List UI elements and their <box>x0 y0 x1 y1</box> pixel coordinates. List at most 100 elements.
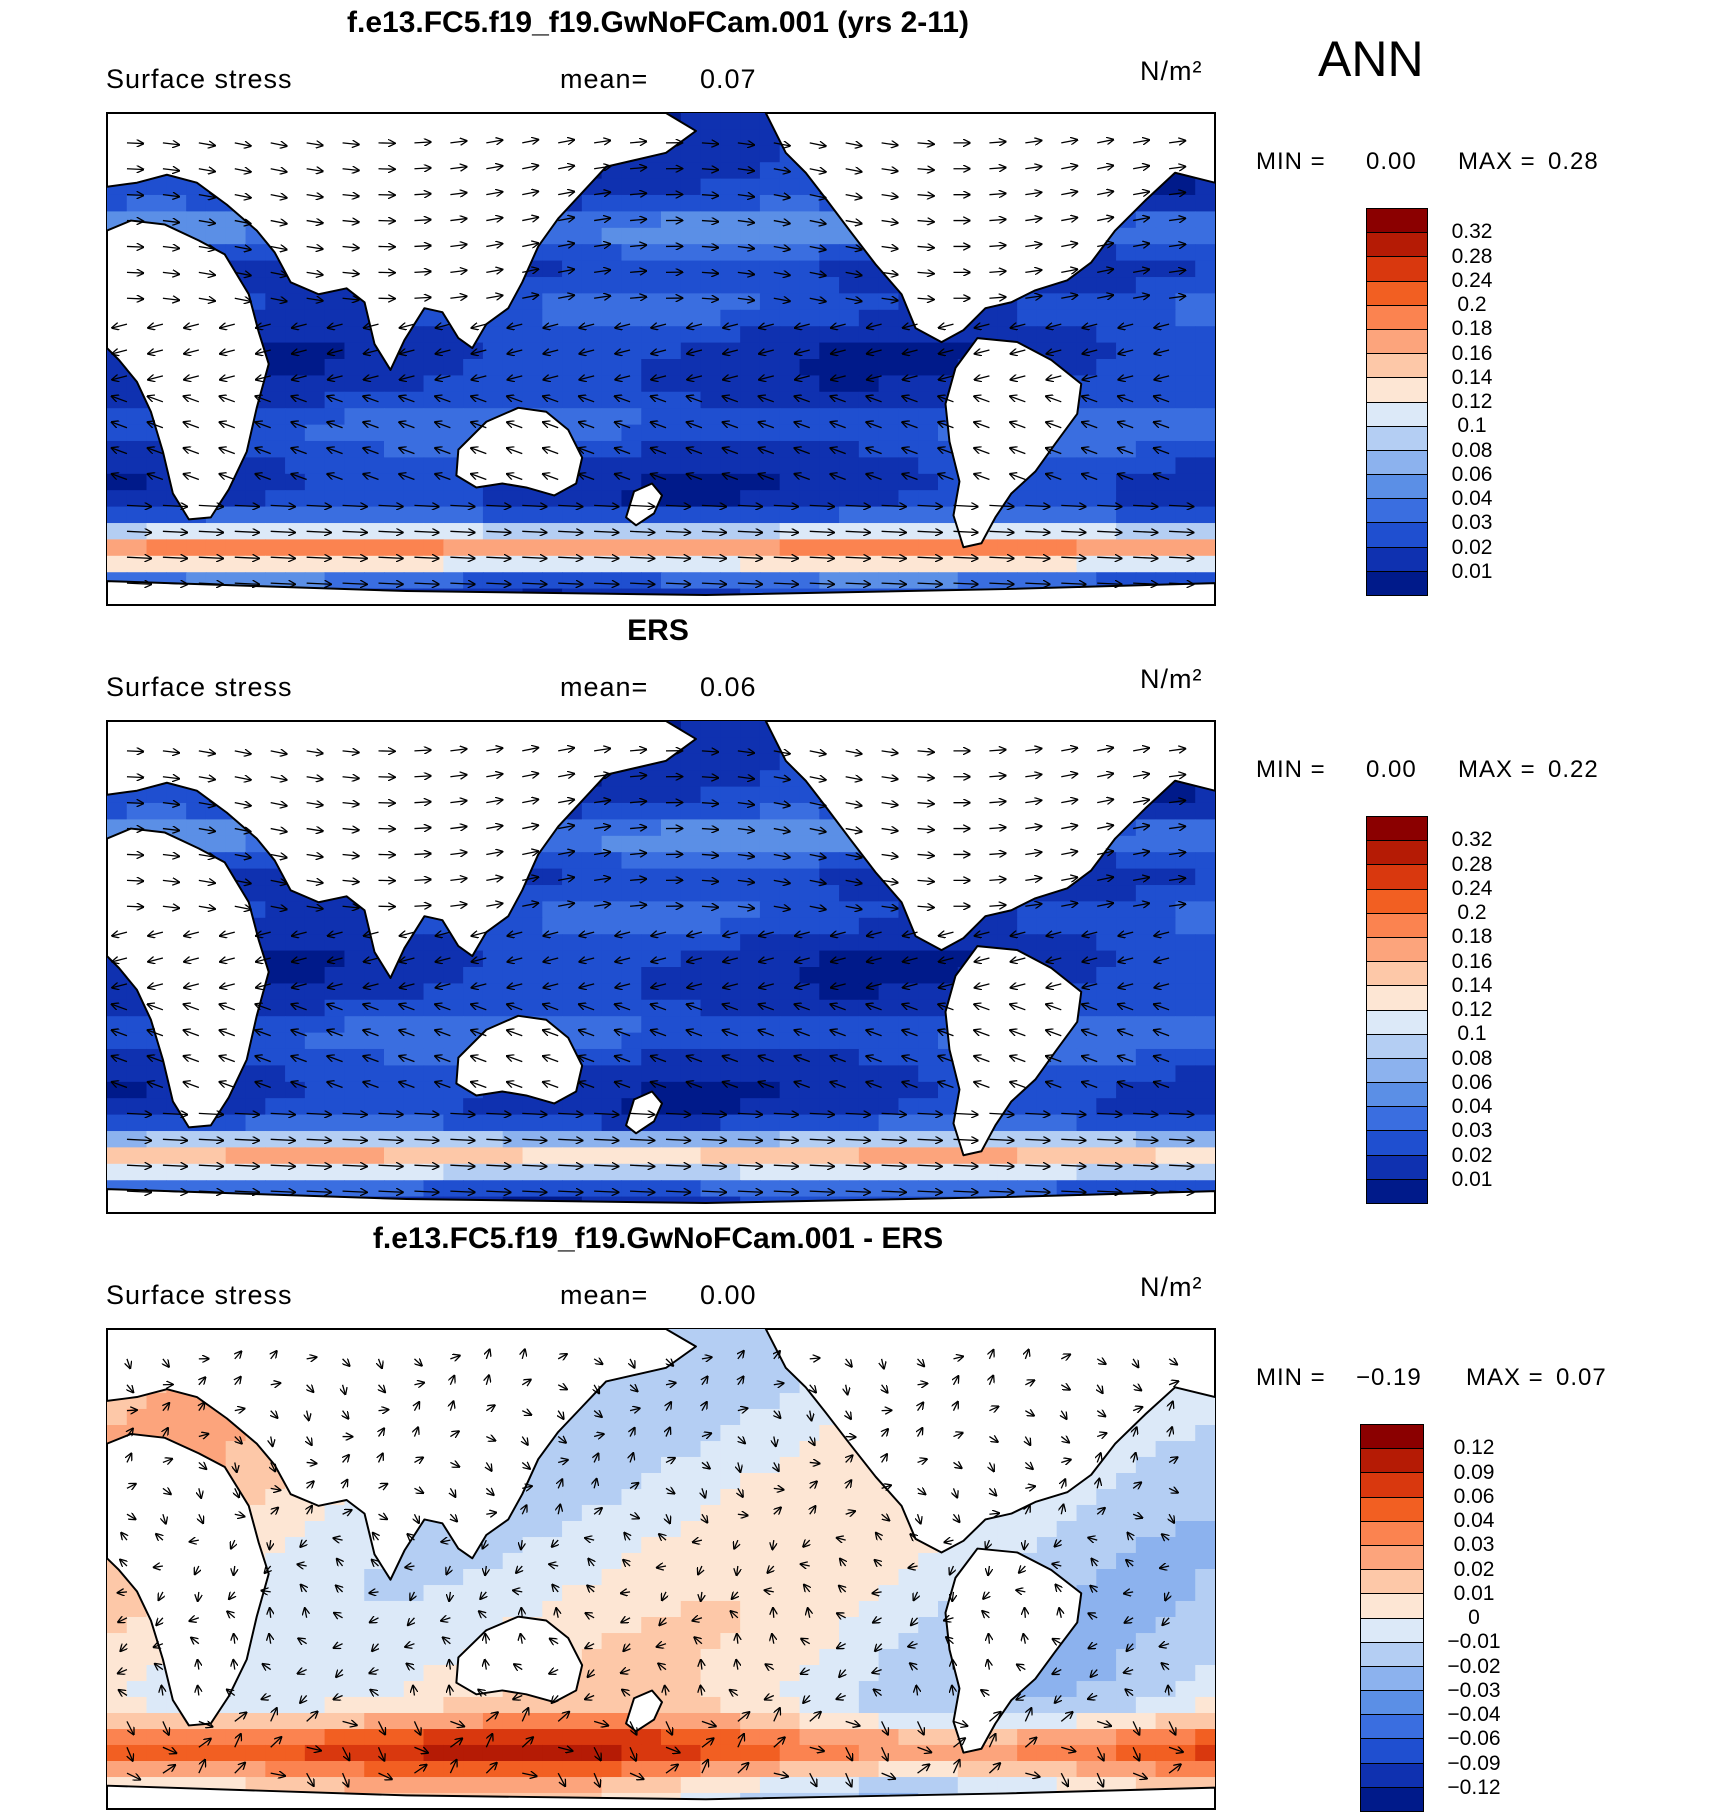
colorbar-segment <box>1367 937 1427 963</box>
variable-label-model: Surface stress <box>106 64 293 94</box>
colorbar-tick-label: 0.32 <box>1451 828 1493 852</box>
colorbar-segment <box>1367 257 1427 282</box>
colorbar-segment <box>1367 1010 1427 1035</box>
panel-title-obs: ERS <box>627 614 689 647</box>
colorbar-segment <box>1367 354 1427 379</box>
colorbar-tick-label: 0.02 <box>1451 535 1493 559</box>
colorbar-tick-label: 0.08 <box>1451 1046 1493 1070</box>
min-label-model: MIN = <box>1256 148 1326 175</box>
colorbar-obs <box>1366 816 1428 1204</box>
panel-title-diff: f.e13.FC5.f19_f19.GwNoFCam.001 - ERS <box>372 1222 944 1255</box>
colorbar-tick-label: 0.14 <box>1451 973 1493 997</box>
colorbar-segment <box>1361 1666 1423 1692</box>
mean-label-obs: mean= <box>560 672 649 702</box>
colorbar-tick-label: 0.18 <box>1451 925 1493 949</box>
colorbar-tick-label: 0.1 <box>1457 414 1487 438</box>
colorbar-segment <box>1367 1107 1427 1132</box>
colorbar-segment <box>1367 962 1427 987</box>
colorbar-tick-label: −0.03 <box>1447 1678 1501 1702</box>
colorbar-tick-label: −0.12 <box>1447 1775 1501 1799</box>
colorbar-segment <box>1367 986 1427 1011</box>
mean-value-model: 0.07 <box>700 64 757 94</box>
colorbar-segment <box>1361 1473 1423 1498</box>
colorbar-tick-label: −0.04 <box>1447 1703 1501 1726</box>
colorbar-tick-label: 0.28 <box>1451 852 1493 876</box>
units-label-model: N/m² <box>1140 56 1203 86</box>
colorbar-segment <box>1367 426 1427 451</box>
colorbar-tick-label: 0.12 <box>1453 1436 1495 1460</box>
colorbar-segment <box>1367 571 1427 595</box>
colorbar-tick-label: −0.09 <box>1447 1751 1501 1775</box>
colorbar-tick-label: 0.03 <box>1451 511 1493 535</box>
colorbar-tick-label: 0.18 <box>1451 317 1493 341</box>
units-label-diff: N/m² <box>1140 1272 1203 1302</box>
colorbar-tick-label: 0 <box>1468 1606 1480 1629</box>
colorbar-ticks-obs: 0.32 0.28 0.24 0.2 0.18 0.16 0.14 0.12 0.1 0.08 0.… <box>1432 816 1512 1204</box>
colorbar-tick-label: 0.04 <box>1451 487 1493 510</box>
min-value-diff: −0.19 <box>1356 1364 1422 1391</box>
colorbar-segment <box>1367 889 1427 914</box>
colorbar-segment <box>1361 1425 1423 1450</box>
colorbar-ticks-model: 0.32 0.28 0.24 0.2 0.18 0.16 0.14 0.12 0.1 0.08 0.… <box>1432 208 1512 596</box>
colorbar-tick-label: 0.16 <box>1451 949 1493 973</box>
variable-label-diff: Surface stress <box>106 1280 293 1310</box>
colorbar-tick-label: 0.2 <box>1457 293 1487 316</box>
colorbar-segment <box>1361 1521 1423 1546</box>
max-label-obs: MAX = <box>1458 756 1536 783</box>
variable-label-obs: Surface stress <box>106 672 293 702</box>
colorbar-segment <box>1361 1594 1423 1619</box>
max-label-diff: MAX = <box>1466 1364 1544 1391</box>
colorbar-tick-label: 0.03 <box>1451 1119 1493 1143</box>
colorbar-segment <box>1367 378 1427 403</box>
min-label-obs: MIN = <box>1256 756 1326 783</box>
colorbar-tick-label: 0.28 <box>1451 244 1493 268</box>
colorbar-segment <box>1367 1058 1427 1084</box>
colorbar-segment <box>1367 329 1427 355</box>
colorbar-segment <box>1367 475 1427 500</box>
season-label: ANN <box>1318 31 1424 87</box>
colorbar-tick-label: 0.04 <box>1451 1095 1493 1118</box>
colorbar-segment <box>1367 1131 1427 1156</box>
surface-stress-map-obs <box>106 720 1216 1214</box>
max-label-model: MAX = <box>1458 148 1536 175</box>
colorbar-tick-label: 0.01 <box>1453 1581 1495 1605</box>
colorbar-tick-label: 0.12 <box>1451 998 1493 1021</box>
colorbar-segment <box>1367 547 1427 572</box>
colorbar-tick-label: −0.06 <box>1447 1727 1501 1751</box>
colorbar-segment <box>1367 1083 1427 1108</box>
colorbar-tick-label: 0.06 <box>1451 462 1493 486</box>
max-value-obs: 0.22 <box>1548 756 1599 783</box>
colorbar-tick-label: 0.2 <box>1457 901 1487 924</box>
colorbar-segment <box>1367 450 1427 476</box>
colorbar-ticks-diff: 0.12 0.09 0.06 0.04 0.03 0.02 0.01 0 −0.01 −0.02−… <box>1434 1424 1514 1812</box>
mean-label-diff: mean= <box>560 1280 649 1310</box>
colorbar-segment <box>1367 865 1427 890</box>
colorbar-segment <box>1367 841 1427 866</box>
colorbar-tick-label: 0.03 <box>1453 1533 1495 1557</box>
colorbar-segment <box>1367 209 1427 234</box>
colorbar-tick-label: −0.01 <box>1447 1630 1501 1654</box>
colorbar-segment <box>1361 1570 1423 1595</box>
units-label-obs: N/m² <box>1140 664 1203 694</box>
colorbar-segment <box>1367 913 1427 938</box>
colorbar-tick-label: 0.02 <box>1451 1143 1493 1167</box>
colorbar-segment <box>1367 402 1427 427</box>
colorbar-segment <box>1361 1449 1423 1474</box>
colorbar-model <box>1366 208 1428 596</box>
colorbar-tick-label: 0.24 <box>1451 268 1493 292</box>
max-value-diff: 0.07 <box>1556 1364 1607 1391</box>
colorbar-segment <box>1361 1497 1423 1522</box>
colorbar-segment <box>1367 499 1427 524</box>
min-label-diff: MIN = <box>1256 1364 1326 1391</box>
colorbar-segment <box>1367 1179 1427 1203</box>
colorbar-tick-label: 0.04 <box>1453 1509 1495 1532</box>
colorbar-tick-label: 0.16 <box>1451 341 1493 365</box>
colorbar-tick-label: 0.24 <box>1451 876 1493 900</box>
colorbar-segment <box>1367 281 1427 306</box>
colorbar-diff <box>1360 1424 1424 1812</box>
colorbar-tick-label: 0.02 <box>1453 1557 1495 1581</box>
colorbar-segment <box>1361 1691 1423 1716</box>
colorbar-segment <box>1361 1618 1423 1643</box>
panel-title-model: f.e13.FC5.f19_f19.GwNoFCam.001 (yrs 2-11… <box>347 6 969 39</box>
mean-value-diff: 0.00 <box>700 1280 757 1310</box>
